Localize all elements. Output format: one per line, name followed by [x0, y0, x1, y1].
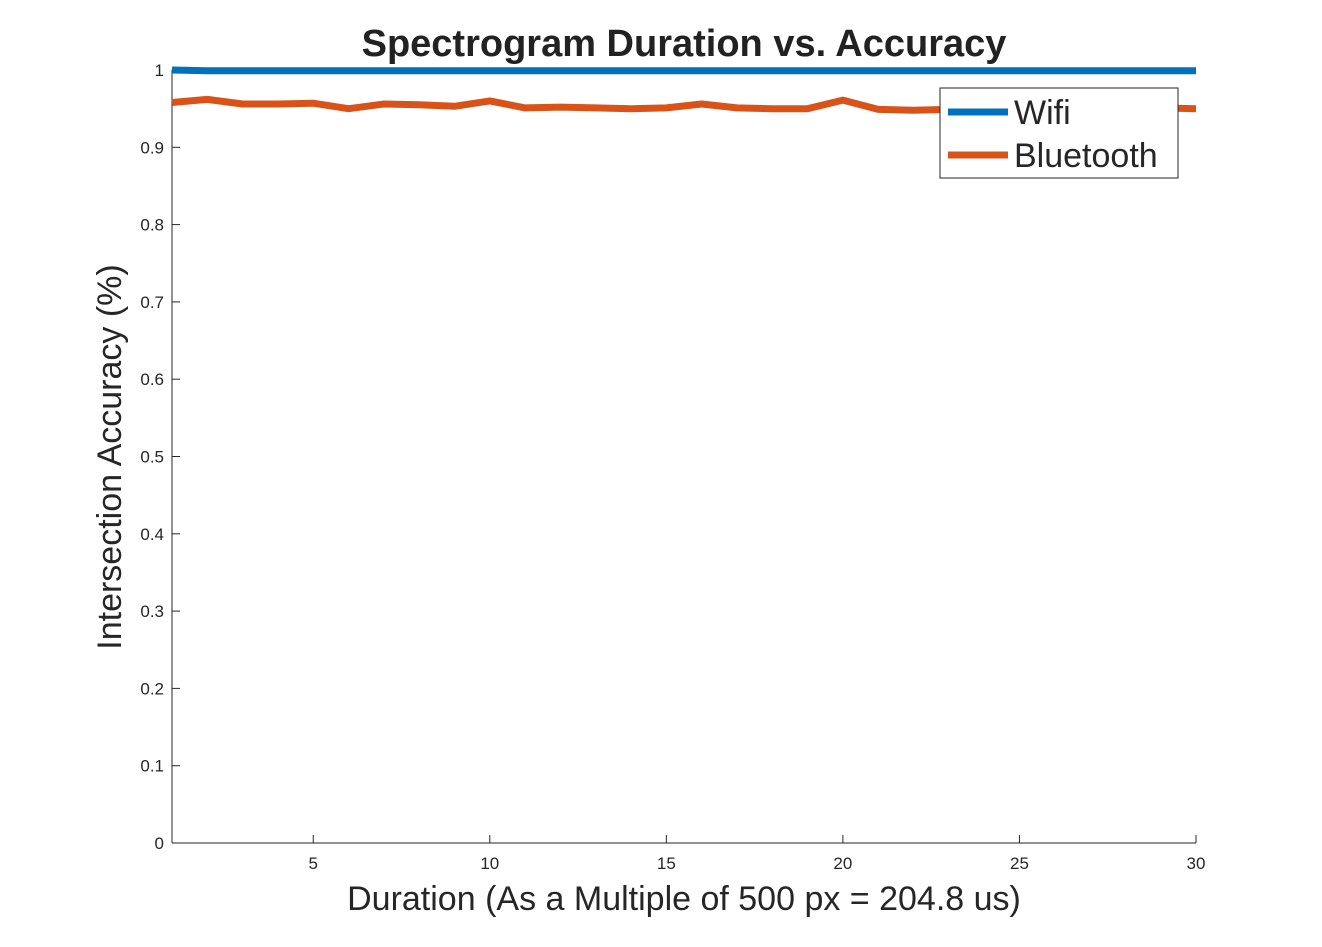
x-tick-label: 20 [833, 854, 852, 873]
chart-title: Spectrogram Duration vs. Accuracy [362, 23, 1007, 65]
y-tick-label: 0.4 [140, 525, 164, 544]
x-tick-label: 15 [657, 854, 676, 873]
legend-label-bluetooth: Bluetooth [1014, 137, 1158, 175]
x-tick-label: 10 [480, 854, 499, 873]
legend-label-wifi: Wifi [1014, 94, 1071, 132]
y-tick-label: 0 [155, 834, 164, 853]
y-tick-label: 0.7 [140, 293, 164, 312]
y-tick-label: 0.8 [140, 216, 164, 235]
y-axis-label: Intersection Accuracy (%) [91, 264, 129, 649]
y-tick-label: 0.5 [140, 448, 164, 467]
series-line-wifi [171, 66, 1196, 75]
x-tick-label: 25 [1010, 854, 1029, 873]
x-tick-label: 5 [309, 854, 318, 873]
y-tick-label: 0.9 [140, 138, 164, 157]
x-tick-label: 30 [1187, 854, 1206, 873]
y-tick-label: 1 [155, 61, 164, 80]
x-axis-label: Duration (As a Multiple of 500 px = 204.… [347, 880, 1021, 918]
y-tick-label: 0.6 [140, 370, 164, 389]
legend: Wifi Bluetooth [939, 87, 1179, 179]
legend-box [939, 87, 1179, 179]
y-tick-label: 0.3 [140, 602, 164, 621]
y-tick-label: 0.2 [140, 679, 164, 698]
y-tick-label: 0.1 [140, 757, 164, 776]
